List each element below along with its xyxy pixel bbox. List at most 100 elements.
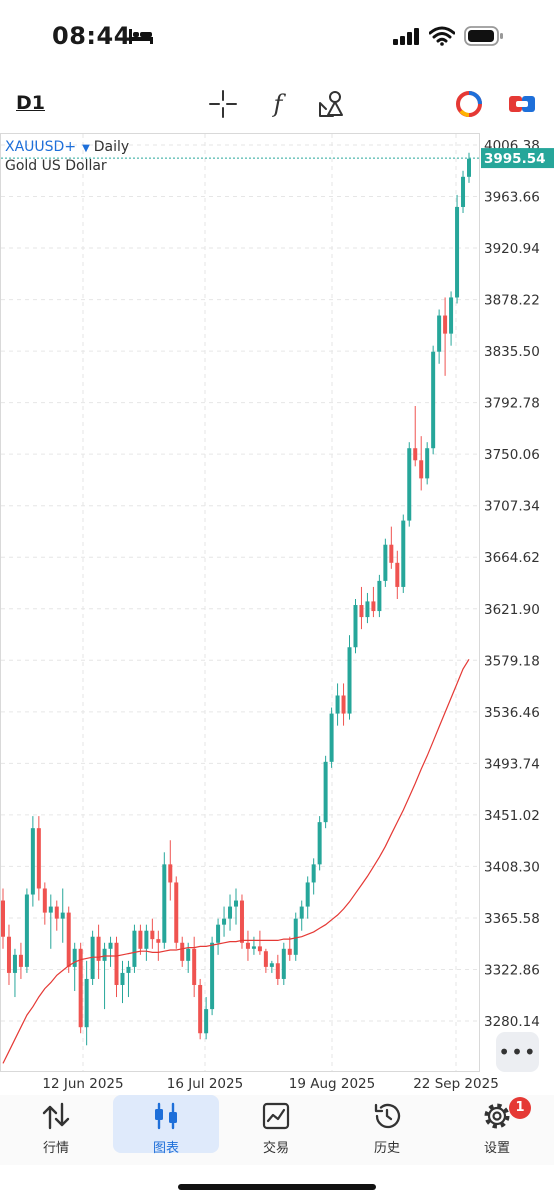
price-tick-label: 3750.06 [484, 447, 540, 463]
crosshair-button[interactable] [207, 88, 239, 120]
history-clock-icon [374, 1103, 401, 1129]
tab-trade[interactable]: 交易 [223, 1095, 329, 1156]
candle-body [186, 948, 191, 961]
price-tick-label: 3579.18 [484, 653, 540, 669]
tab-quotes-label: 行情 [42, 1141, 69, 1156]
tab-charts[interactable]: 图表 [113, 1095, 219, 1156]
candle-body [305, 882, 310, 907]
candle-body [150, 930, 155, 940]
date-tick-label: 22 Sep 2025 [413, 1076, 499, 1092]
symbol-name[interactable]: XAUUSD+ [5, 139, 77, 155]
candle-body [377, 580, 382, 612]
candle-body [353, 605, 358, 648]
more-options-button[interactable]: ••• [496, 1032, 539, 1072]
price-chart[interactable]: 4006.38 3963.66 3920.94 3878.22 3835.50 3792.… [0, 133, 554, 1095]
candle-body [461, 176, 466, 207]
candle-body [263, 951, 268, 967]
candle-body [54, 906, 59, 919]
price-tick-label: 3878.22 [484, 293, 540, 309]
candle-body [275, 963, 280, 979]
chart-timeframe-label: Daily [93, 139, 130, 155]
tab-quotes[interactable]: 行情 [3, 1095, 109, 1156]
price-tick-label: 3920.94 [484, 241, 540, 257]
tab-charts-label: 图表 [152, 1141, 179, 1156]
notification-badge: 1 [509, 1097, 531, 1119]
candle-body [335, 695, 340, 714]
candle-body [174, 882, 179, 943]
candle-body [30, 828, 35, 895]
candle-body [1, 900, 5, 937]
candle-body [443, 315, 448, 334]
candle-body [239, 900, 244, 943]
battery-icon [464, 26, 503, 46]
candle-body [413, 448, 418, 461]
candle-body [281, 948, 286, 979]
candle-body [102, 948, 107, 961]
candle-body [6, 936, 11, 973]
date-tick-label: 19 Aug 2025 [289, 1076, 375, 1092]
gear-icon [484, 1103, 510, 1129]
price-tick-label: 3621.90 [484, 602, 540, 618]
candle-body [48, 906, 53, 913]
candle-body [198, 984, 203, 1034]
candle-body [168, 864, 173, 883]
date-tick-label: 12 Jun 2025 [42, 1076, 123, 1092]
candle-body [144, 930, 149, 949]
home-indicator [178, 1184, 376, 1190]
moving-average-line [2, 658, 470, 1064]
tab-settings-label: 设置 [483, 1141, 510, 1156]
candle-body [138, 930, 143, 949]
candle-body [132, 930, 137, 967]
candle-body [341, 695, 346, 714]
candle-body [407, 448, 412, 521]
price-tick-label: 3322.86 [484, 962, 540, 978]
cellular-signal-icon [393, 28, 419, 45]
chart-canvas[interactable]: 4006.383963.663920.943878.223835.503792.… [0, 133, 554, 1095]
symbol-header[interactable]: XAUUSD+ ▼ Daily [5, 139, 129, 155]
candle-body [395, 562, 400, 587]
tab-history-label: 历史 [373, 1141, 400, 1156]
candle-body [210, 942, 215, 1010]
account-button[interactable] [453, 88, 485, 120]
status-bar: 08:44 [0, 0, 554, 76]
candle-body [347, 647, 352, 714]
candle-body [419, 460, 424, 479]
candle-body [42, 888, 47, 913]
quotes-arrows-icon [42, 1102, 70, 1130]
candle-body [60, 912, 65, 919]
price-tick-label: 3664.62 [484, 550, 540, 566]
candle-body [245, 942, 250, 949]
crosshair-icon [209, 90, 237, 118]
candle-body [114, 942, 119, 985]
indicators-button[interactable]: f [273, 90, 283, 118]
candle-body [24, 894, 29, 967]
tab-settings[interactable]: 设置 1 [444, 1095, 550, 1156]
one-click-trade-button[interactable] [506, 88, 538, 120]
symbol-dropdown-icon[interactable]: ▼ [82, 143, 90, 154]
candle-body [66, 912, 71, 967]
price-tick-label: 3493.74 [484, 756, 540, 772]
candle-body [12, 954, 17, 973]
candle-body [359, 605, 364, 618]
candlestick-chart-icon [155, 1102, 177, 1130]
objects-button[interactable] [316, 88, 348, 120]
current-price-label: 3995.54 [484, 151, 546, 167]
candle-body [401, 520, 406, 587]
candle-body [251, 946, 256, 949]
candle-body [126, 966, 131, 973]
candle-body [437, 315, 442, 352]
account-logo-icon [456, 91, 482, 117]
candle-body [389, 544, 394, 563]
status-time: 08:44 [52, 22, 131, 50]
tab-history[interactable]: 历史 [334, 1095, 440, 1156]
candle-body [329, 713, 334, 762]
candle-body [311, 864, 316, 883]
timeframe-button[interactable]: D1 [16, 92, 45, 114]
candle-body [156, 939, 161, 943]
trade-chart-icon [262, 1102, 290, 1130]
candle-body [425, 448, 430, 479]
one-click-trading-icon [509, 96, 535, 112]
candle-body [222, 918, 227, 925]
price-tick-label: 3536.46 [484, 705, 540, 721]
candle-body [72, 948, 77, 967]
